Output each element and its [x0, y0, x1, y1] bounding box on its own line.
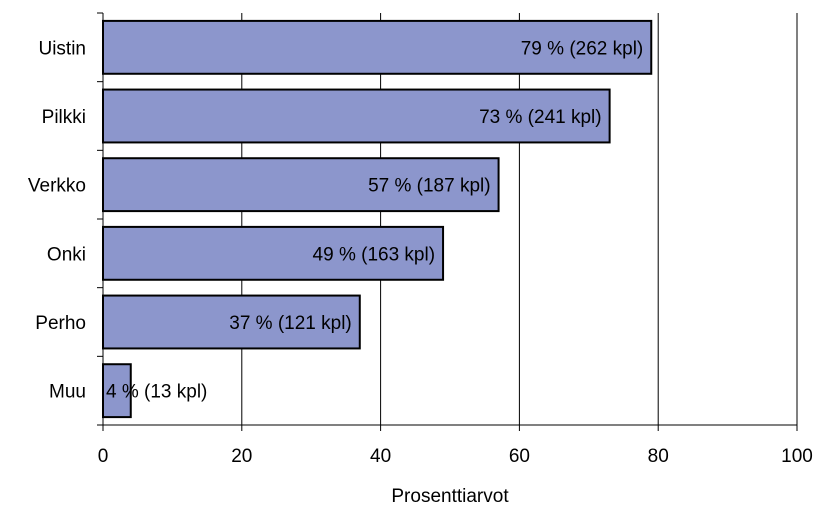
x-tick-label: 20 [231, 446, 252, 467]
y-tick-label: Perho [35, 313, 86, 334]
y-tick-labels: Uistin Pilkki Verkko Onki Perho Muu [28, 38, 86, 402]
data-label: 57 % (187 kpl) [368, 176, 491, 197]
data-label: 49 % (163 kpl) [313, 244, 436, 265]
bar-onki [102, 225, 445, 281]
bar-perho [102, 294, 361, 350]
data-labels: 79 % (262 kpl) 73 % (241 kpl) 57 % (187 kp… [106, 38, 643, 402]
x-tick-label: 100 [781, 446, 813, 467]
x-tick-label: 80 [648, 446, 669, 467]
bar-uistin [102, 19, 653, 75]
x-axis-title: Prosenttiarvot [391, 486, 509, 507]
bar-verkko [102, 157, 500, 213]
y-tick-label: Muu [49, 382, 86, 403]
x-tick-label: 0 [98, 446, 109, 467]
axes [97, 12, 798, 431]
x-tick-label: 40 [370, 446, 391, 467]
y-tick-label: Pilkki [42, 107, 86, 128]
x-tick-label: 60 [509, 446, 530, 467]
data-label: 4 % (13 kpl) [106, 382, 207, 403]
bar-muu [102, 363, 132, 419]
bars [102, 19, 653, 419]
y-tick-label: Verkko [28, 176, 86, 197]
y-tick-label: Uistin [38, 38, 86, 59]
y-tick-label: Onki [47, 244, 86, 265]
x-tick-labels: 0 20 40 60 80 100 [98, 446, 813, 467]
data-label: 37 % (121 kpl) [229, 313, 352, 334]
gridlines [241, 13, 798, 425]
data-label: 73 % (241 kpl) [479, 107, 602, 128]
data-label: 79 % (262 kpl) [521, 38, 644, 59]
